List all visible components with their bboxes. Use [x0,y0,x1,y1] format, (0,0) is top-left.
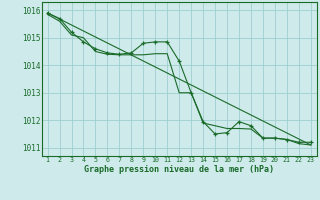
X-axis label: Graphe pression niveau de la mer (hPa): Graphe pression niveau de la mer (hPa) [84,165,274,174]
